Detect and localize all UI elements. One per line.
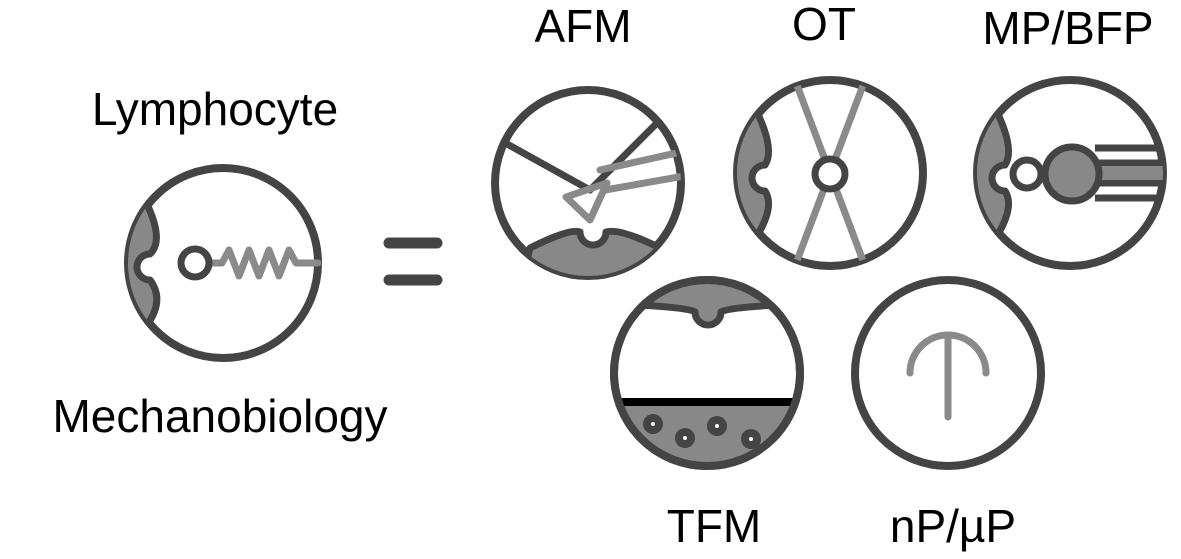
- mp-bfp-label: MP/BFP: [982, 2, 1153, 54]
- afm-cantilever: [596, 146, 681, 194]
- tfm-label: TFM: [667, 500, 762, 552]
- ot-label: OT: [792, 0, 856, 50]
- ot-bead-icon: [811, 155, 849, 193]
- lymphocyte-label: Lymphocyte: [92, 83, 338, 135]
- mp-red-cell-icon: [1041, 143, 1103, 205]
- ot-circle: [733, 76, 927, 270]
- tfm-circle: [610, 276, 804, 470]
- mechanobiology-label: Mechanobiology: [52, 390, 387, 442]
- afm-circle: [491, 86, 685, 280]
- tfm-beads-icon: [643, 414, 761, 449]
- mp-bfp-circle: [973, 76, 1167, 270]
- np-up-circle: [851, 276, 1045, 470]
- mp-bead-icon: [1009, 156, 1045, 192]
- equals-sign: [383, 237, 443, 286]
- pillar-icon: [906, 331, 990, 421]
- lymphocyte-circle: [124, 164, 322, 362]
- spring-icon: [204, 246, 322, 280]
- afm-label: AFM: [534, 0, 631, 52]
- micropipette-icon: [1095, 144, 1163, 202]
- afm-tip-icon: [562, 179, 611, 224]
- np-up-label: nP/µP: [890, 500, 1016, 552]
- bead-icon: [177, 245, 213, 281]
